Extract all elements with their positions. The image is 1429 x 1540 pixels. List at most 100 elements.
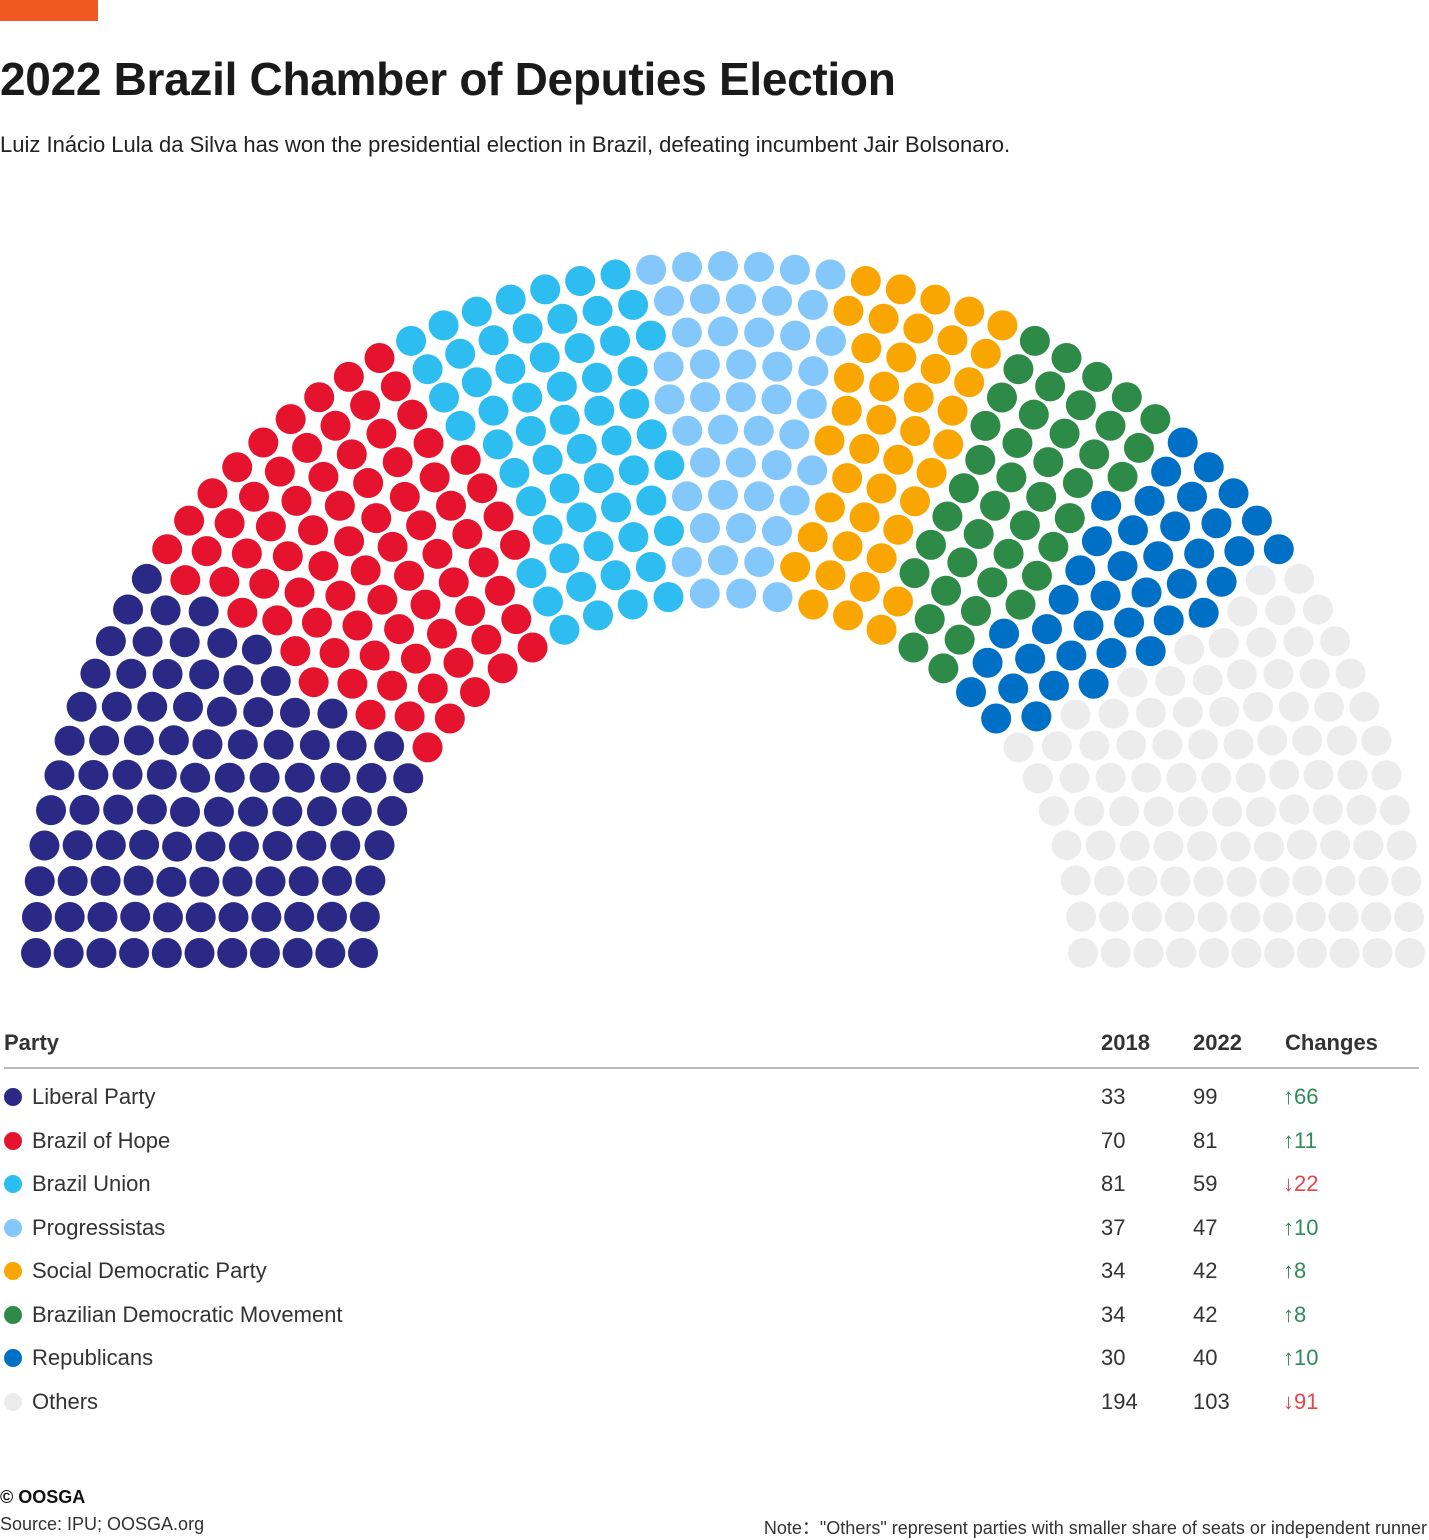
seat-dot — [249, 568, 280, 599]
seat-dot — [954, 367, 985, 398]
seats-2018: 37 — [1101, 1214, 1126, 1240]
seat-dot — [1166, 568, 1197, 599]
seat-dot — [516, 486, 547, 517]
seat-dot — [963, 519, 994, 550]
seat-dot — [1107, 551, 1138, 582]
seat-dot — [1269, 759, 1300, 790]
seat-dot — [832, 531, 863, 562]
arrow-down-icon: ↓ — [1283, 1171, 1294, 1196]
seat-dot — [1095, 762, 1126, 793]
seat-dot — [316, 901, 347, 932]
seat-dot — [1326, 725, 1357, 756]
seat-dot — [1329, 938, 1360, 968]
seat-dot — [1140, 404, 1171, 435]
seat-dot — [1021, 701, 1052, 732]
seats-2018: 33 — [1101, 1084, 1126, 1109]
seat-dot — [708, 251, 738, 281]
seat-dot — [849, 571, 880, 602]
seats-2022: 42 — [1193, 1301, 1218, 1327]
seat-dot — [1292, 725, 1323, 756]
seat-dot — [900, 416, 931, 447]
seat-dot — [1231, 938, 1262, 968]
seat-dot — [672, 415, 703, 446]
seat-dot — [90, 865, 121, 896]
seat-dot — [394, 560, 425, 591]
seat-dot — [136, 794, 167, 825]
seat-dot — [689, 283, 720, 314]
seat-dot — [438, 567, 469, 598]
seats-2022: 40 — [1193, 1345, 1218, 1370]
seat-dot — [1242, 691, 1273, 722]
seat-dot — [62, 830, 93, 861]
seat-dot — [529, 342, 560, 373]
seat-dot — [762, 582, 793, 613]
seat-dot — [1002, 427, 1033, 458]
seat-dot — [653, 516, 684, 547]
seat-dot — [866, 404, 897, 435]
seat-dot — [214, 508, 245, 539]
seat-dot — [78, 759, 109, 790]
seat-dot — [151, 938, 182, 968]
seat-dot — [1176, 481, 1207, 512]
change-value: 10 — [1294, 1345, 1319, 1370]
seat-dot — [1335, 658, 1366, 689]
seat-dot — [1371, 760, 1402, 791]
seat-dot — [1208, 627, 1239, 658]
seat-dot — [356, 762, 387, 793]
header-party: Party — [4, 1030, 60, 1055]
seat-dot — [336, 730, 367, 761]
seat-dot — [389, 481, 420, 512]
seat-dot — [406, 510, 437, 541]
seat-change: ↓91 — [1283, 1389, 1318, 1415]
party-name: Progressistas — [32, 1214, 166, 1240]
seat-dot — [461, 296, 492, 327]
seat-dot — [1320, 626, 1351, 657]
seat-change: ↑8 — [1283, 1258, 1306, 1284]
seat-dot — [298, 667, 329, 698]
seat-dot — [188, 596, 219, 627]
seat-dot — [779, 254, 810, 285]
seat-dot — [228, 831, 259, 862]
seat-dot — [635, 320, 666, 351]
seat-dot — [334, 526, 365, 557]
seat-dot — [928, 653, 959, 684]
seat-dot — [883, 444, 914, 475]
seat-dot — [886, 342, 917, 373]
seat-dot — [1035, 371, 1066, 402]
seat-dot — [833, 600, 864, 631]
seat-dot — [582, 362, 613, 393]
seat-dot — [367, 584, 398, 615]
table-row: Progressistas 37 47 ↑10 — [0, 1213, 1429, 1243]
seat-dot — [883, 586, 914, 617]
seat-dot — [689, 512, 720, 543]
seat-dot — [1312, 794, 1343, 825]
seat-dot — [899, 486, 930, 517]
seat-dot — [321, 865, 352, 896]
seat-dot — [1166, 938, 1197, 968]
seat-dot — [654, 450, 685, 481]
seat-dot — [566, 433, 597, 464]
seat-dot — [744, 317, 775, 348]
seat-dot — [869, 371, 900, 402]
seat-dot — [1284, 563, 1315, 594]
seat-dot — [222, 866, 253, 897]
seat-dot — [120, 901, 151, 932]
seat-dot — [1230, 902, 1261, 933]
seat-dot — [382, 447, 413, 478]
seat-dot — [428, 310, 459, 341]
seat-dot — [1100, 938, 1131, 968]
seat-dot — [797, 289, 828, 320]
seat-dot — [1394, 902, 1425, 933]
seat-dot — [434, 703, 465, 734]
header-changes: Changes — [1285, 1030, 1378, 1055]
seat-dot — [319, 638, 350, 669]
seat-dot — [1223, 729, 1254, 760]
seat-dot — [797, 522, 828, 553]
seat-dot — [636, 254, 667, 285]
seat-dot — [455, 595, 486, 626]
seat-dot — [21, 902, 52, 933]
seat-dot — [1279, 794, 1310, 825]
seat-dot — [1212, 796, 1243, 827]
seat-dot — [1065, 555, 1096, 586]
seat-dot — [796, 388, 827, 419]
